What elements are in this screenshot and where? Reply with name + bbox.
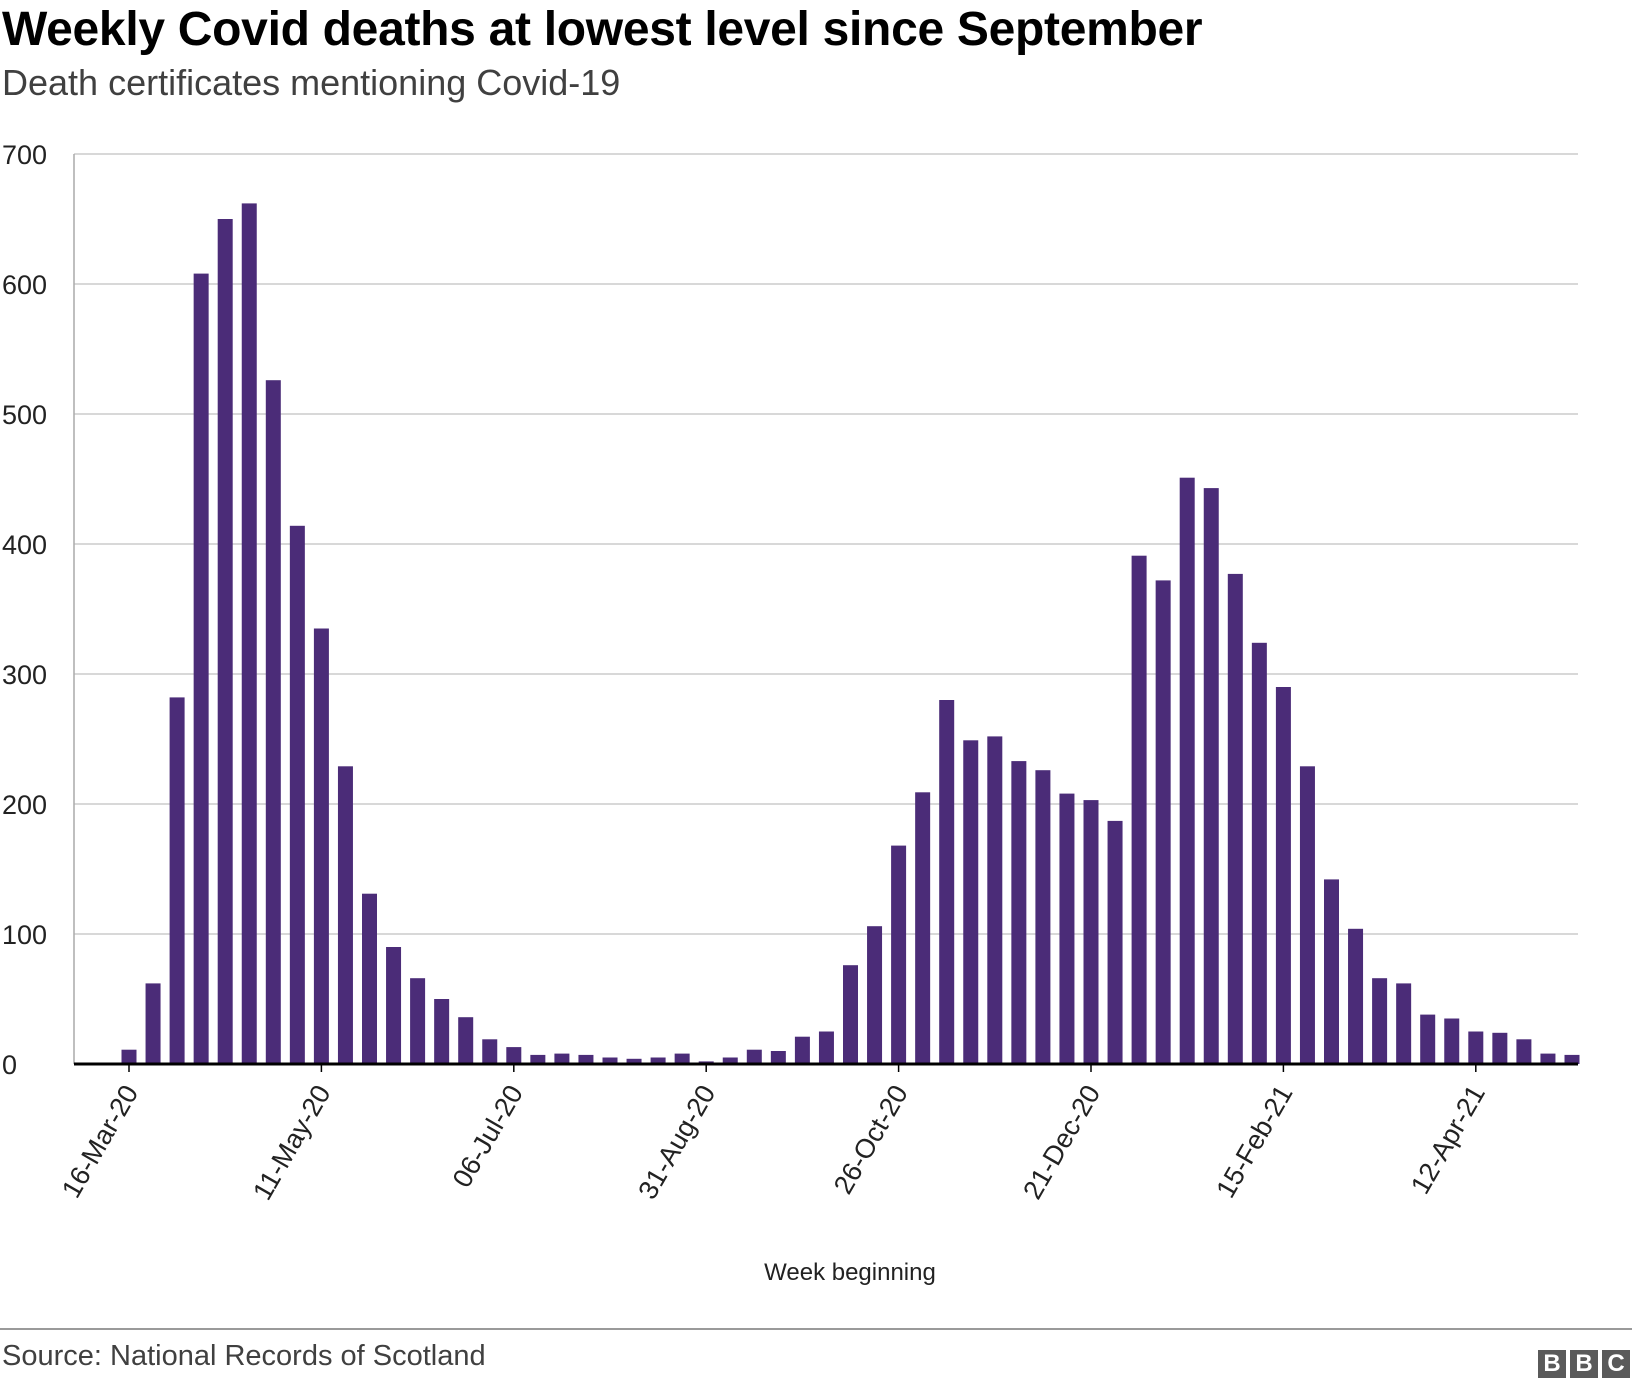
bar [1564, 1054, 1580, 1064]
bar [867, 926, 883, 1064]
bar [1324, 879, 1339, 1064]
bar [602, 1057, 618, 1064]
bar [1035, 770, 1051, 1064]
y-tick-label: 700 [2, 140, 47, 170]
bar [770, 1051, 786, 1064]
bar [1468, 1031, 1484, 1064]
y-tick-label: 500 [2, 400, 47, 430]
bar [169, 697, 185, 1064]
bar [794, 1036, 810, 1064]
bar [1372, 978, 1388, 1064]
bar [434, 999, 450, 1064]
bar [217, 219, 233, 1064]
bar [241, 203, 257, 1064]
bar [1011, 761, 1027, 1064]
x-axis-label: Week beginning [764, 1259, 936, 1286]
bar [506, 1047, 522, 1064]
bar [1420, 1014, 1436, 1064]
x-tick-label: 21-Dec-20 [1017, 1080, 1106, 1204]
bar [1492, 1032, 1508, 1064]
bar [193, 273, 209, 1065]
x-tick-label: 26-Oct-20 [828, 1080, 914, 1199]
y-tick-label: 300 [2, 660, 47, 690]
bar [1179, 477, 1195, 1064]
x-tick-label: 11-May-20 [247, 1080, 337, 1205]
bar [818, 1031, 834, 1064]
bar [1131, 555, 1147, 1064]
bar [987, 736, 1003, 1064]
bar [1059, 793, 1075, 1064]
bars [121, 203, 1580, 1065]
chart-title: Weekly Covid deaths at lowest level sinc… [2, 3, 1203, 56]
y-tick-label: 0 [2, 1050, 17, 1080]
bar [530, 1054, 546, 1064]
bar [674, 1053, 690, 1064]
bbc-logo-letter: B [1570, 1350, 1598, 1378]
footer-divider [0, 1328, 1632, 1330]
bar [1444, 1018, 1460, 1064]
bar [1516, 1039, 1532, 1064]
y-tick-label: 100 [2, 920, 47, 950]
bar [1227, 573, 1243, 1064]
bar [554, 1053, 570, 1064]
bar [939, 700, 955, 1064]
bar [145, 983, 161, 1064]
bar [410, 978, 426, 1064]
bar [313, 628, 329, 1064]
bar [337, 766, 353, 1064]
y-tick-label: 400 [2, 530, 47, 560]
bar [1155, 580, 1171, 1064]
chart-subtitle: Death certificates mentioning Covid-19 [2, 62, 621, 103]
bar [265, 380, 281, 1064]
bar [650, 1057, 666, 1064]
bbc-logo-letter: B [1538, 1350, 1566, 1378]
bar [891, 845, 907, 1064]
x-tick-label: 16-Mar-20 [56, 1080, 144, 1203]
y-tick-label: 600 [2, 270, 47, 300]
y-axis-tick-labels: 0 100 200 300 400 500 600 700 [2, 140, 47, 1080]
bar [722, 1057, 738, 1064]
source-note: Source: National Records of Scotland [2, 1340, 486, 1372]
x-tick-label: 15-Feb-21 [1210, 1080, 1298, 1203]
bbc-logo-letter: C [1602, 1350, 1630, 1378]
bar [121, 1049, 137, 1064]
y-tick-label: 200 [2, 790, 47, 820]
bar [362, 893, 377, 1064]
x-tick-label: 12-Apr-21 [1405, 1080, 1491, 1199]
bar [746, 1049, 762, 1064]
bar [626, 1058, 642, 1064]
bar [915, 792, 931, 1064]
bar [578, 1054, 594, 1064]
bar [963, 740, 979, 1064]
bar [386, 947, 402, 1064]
bar [1107, 820, 1123, 1064]
bar [1540, 1053, 1556, 1064]
bar [1396, 983, 1412, 1064]
bar [1348, 928, 1364, 1064]
x-axis-tick-labels: 16-Mar-20 11-May-20 06-Jul-20 31-Aug-20 26-O… [56, 1064, 1491, 1205]
bar [482, 1039, 498, 1064]
bar [843, 965, 858, 1064]
bbc-logo: B B C [1538, 1350, 1630, 1378]
bar [1275, 687, 1291, 1064]
bar [458, 1017, 474, 1064]
bar [1203, 488, 1219, 1065]
bar [1083, 800, 1099, 1064]
x-tick-label: 31-Aug-20 [632, 1080, 721, 1204]
bar [1299, 766, 1315, 1064]
bar [1251, 642, 1267, 1064]
x-tick-label: 06-Jul-20 [447, 1080, 529, 1192]
bar [289, 525, 305, 1064]
axes [73, 154, 1578, 1066]
